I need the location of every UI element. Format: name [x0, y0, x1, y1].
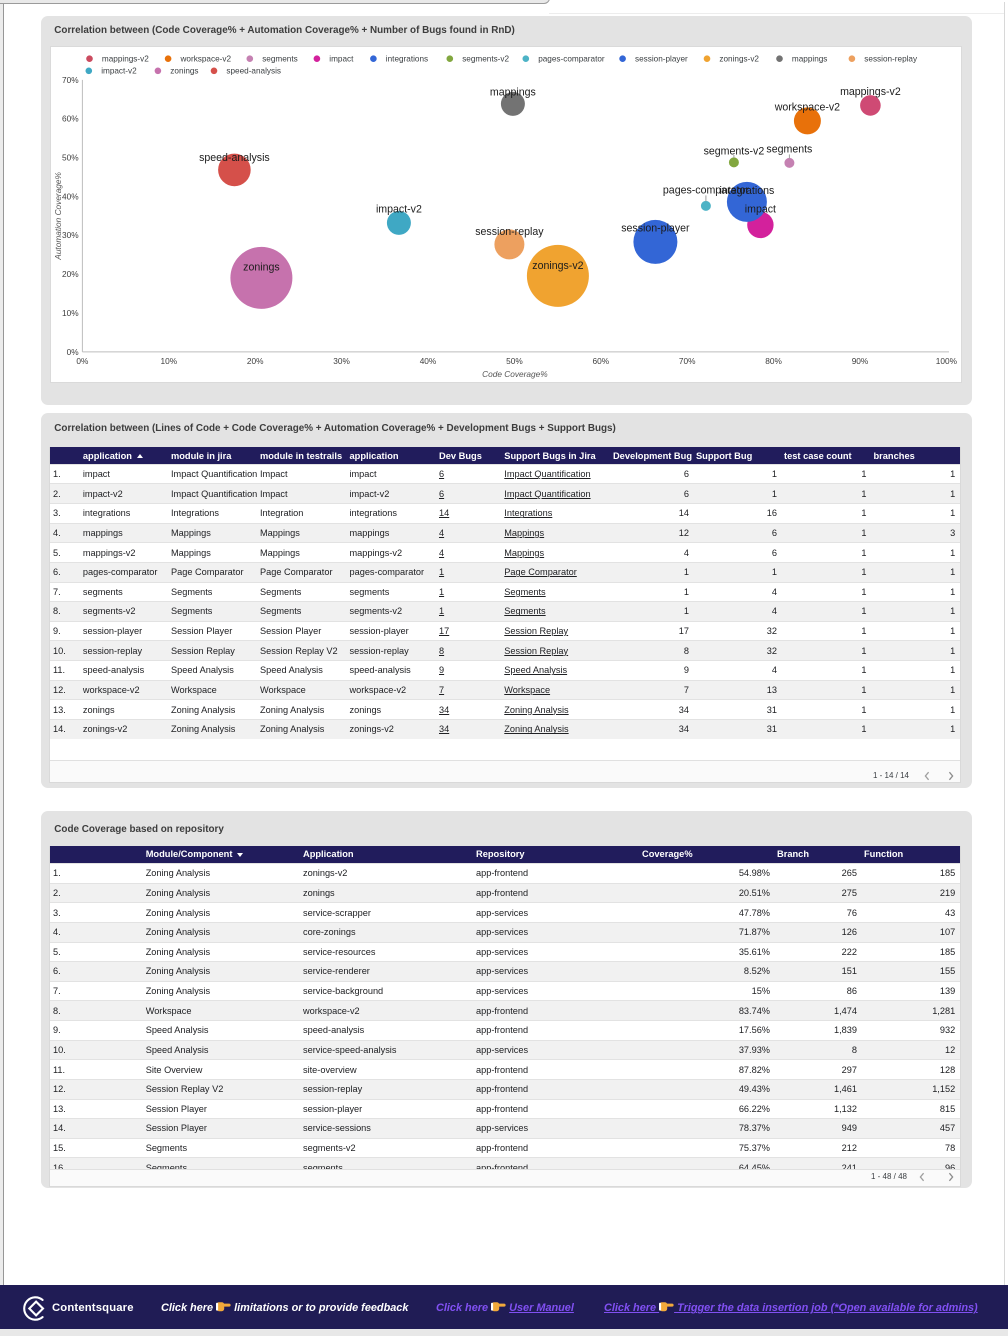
svg-text:90%: 90%	[851, 356, 868, 366]
svg-text:speed-analysis: speed-analysis	[226, 67, 281, 76]
svg-text:Code Coverage%: Code Coverage%	[482, 369, 548, 379]
svg-text:zonings-v2: zonings-v2	[719, 55, 759, 64]
svg-text:0%: 0%	[66, 347, 79, 357]
svg-text:session-replay: session-replay	[864, 55, 918, 64]
svg-text:20%: 20%	[62, 269, 79, 279]
svg-text:zonings: zonings	[243, 261, 280, 273]
svg-text:integrations: integrations	[385, 55, 427, 64]
svg-text:segments-v2: segments-v2	[462, 55, 509, 64]
svg-text:zonings: zonings	[170, 67, 198, 76]
svg-text:70%: 70%	[678, 356, 695, 366]
svg-text:10%: 10%	[62, 308, 79, 318]
svg-text:mappings-v2: mappings-v2	[101, 55, 148, 64]
svg-text:50%: 50%	[506, 356, 523, 366]
svg-text:mappings: mappings	[791, 55, 827, 64]
svg-text:pages-comparator: pages-comparator	[538, 55, 605, 64]
svg-text:speed-analysis: speed-analysis	[199, 152, 270, 164]
svg-text:integrations: integrations	[719, 185, 774, 197]
svg-text:session-replay: session-replay	[475, 226, 544, 238]
svg-text:60%: 60%	[592, 356, 609, 366]
svg-text:session-player: session-player	[621, 222, 690, 234]
svg-text:impact-v2: impact-v2	[101, 67, 137, 76]
svg-text:session-player: session-player	[635, 55, 688, 64]
svg-text:zonings-v2: zonings-v2	[532, 260, 583, 272]
svg-text:impact: impact	[744, 203, 775, 215]
svg-text:mappings: mappings	[490, 86, 536, 98]
svg-text:100%: 100%	[935, 356, 957, 366]
svg-text:impact: impact	[329, 55, 354, 64]
svg-text:pages-comparator: pages-comparator	[663, 184, 749, 196]
svg-text:0%: 0%	[76, 356, 89, 366]
svg-text:30%: 30%	[62, 230, 79, 240]
svg-text:40%: 40%	[419, 356, 436, 366]
svg-text:10%: 10%	[160, 356, 177, 366]
svg-text:50%: 50%	[62, 153, 79, 163]
svg-text:mappings-v2: mappings-v2	[840, 86, 901, 98]
svg-text:segments: segments	[766, 143, 812, 155]
svg-text:20%: 20%	[246, 356, 263, 366]
svg-text:40%: 40%	[62, 191, 79, 201]
svg-text:segments: segments	[262, 55, 298, 64]
svg-text:impact-v2: impact-v2	[376, 203, 422, 215]
svg-text:60%: 60%	[62, 114, 79, 124]
svg-text:workspace-v2: workspace-v2	[179, 55, 231, 64]
svg-text:Automation Coverage%: Automation Coverage%	[52, 172, 62, 261]
svg-text:80%: 80%	[765, 356, 782, 366]
svg-text:30%: 30%	[333, 356, 350, 366]
svg-text:segments-v2: segments-v2	[703, 145, 764, 157]
svg-text:workspace-v2: workspace-v2	[773, 101, 839, 113]
svg-text:70%: 70%	[62, 75, 79, 85]
